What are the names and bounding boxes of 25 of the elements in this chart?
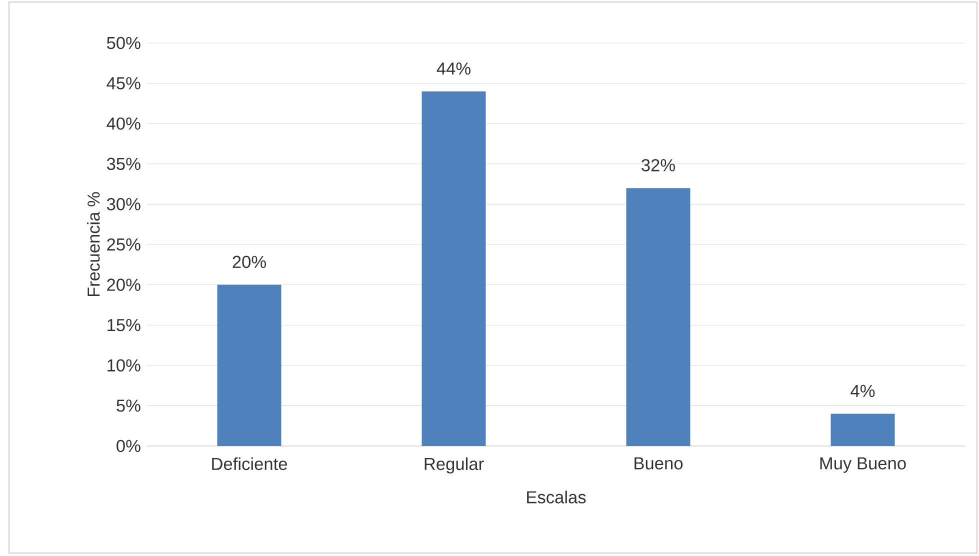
bar bbox=[422, 91, 486, 446]
y-tick-label: 15% bbox=[108, 318, 140, 332]
y-tick-label: 5% bbox=[116, 400, 140, 412]
y-tick-label: 25% bbox=[107, 238, 140, 251]
bar bbox=[217, 284, 282, 446]
data-label: 44% bbox=[436, 62, 470, 75]
y-tick-label: 45% bbox=[106, 77, 140, 90]
y-tick-label: 50% bbox=[106, 36, 140, 50]
data-label: 32% bbox=[642, 159, 675, 172]
x-tick-label: Muy Bueno bbox=[820, 457, 906, 473]
x-axis-title: Escalas bbox=[527, 490, 586, 504]
x-tick-label: Bueno bbox=[634, 457, 683, 470]
y-tick-label: 0% bbox=[116, 440, 140, 452]
bar bbox=[626, 188, 690, 446]
y-tick-label: 30% bbox=[106, 198, 140, 210]
y-tick-label: 40% bbox=[106, 117, 140, 130]
data-label: 20% bbox=[232, 256, 266, 268]
y-axis-title: Frecuencia % bbox=[87, 192, 100, 296]
data-label: 4% bbox=[850, 384, 875, 398]
bar bbox=[830, 414, 895, 446]
x-tick-label: Deficiente bbox=[212, 457, 288, 470]
x-tick-label: Regular bbox=[424, 457, 484, 474]
y-tick-label: 35% bbox=[106, 158, 140, 170]
y-tick-label: 20% bbox=[107, 278, 140, 291]
y-tick-label: 10% bbox=[108, 359, 140, 372]
